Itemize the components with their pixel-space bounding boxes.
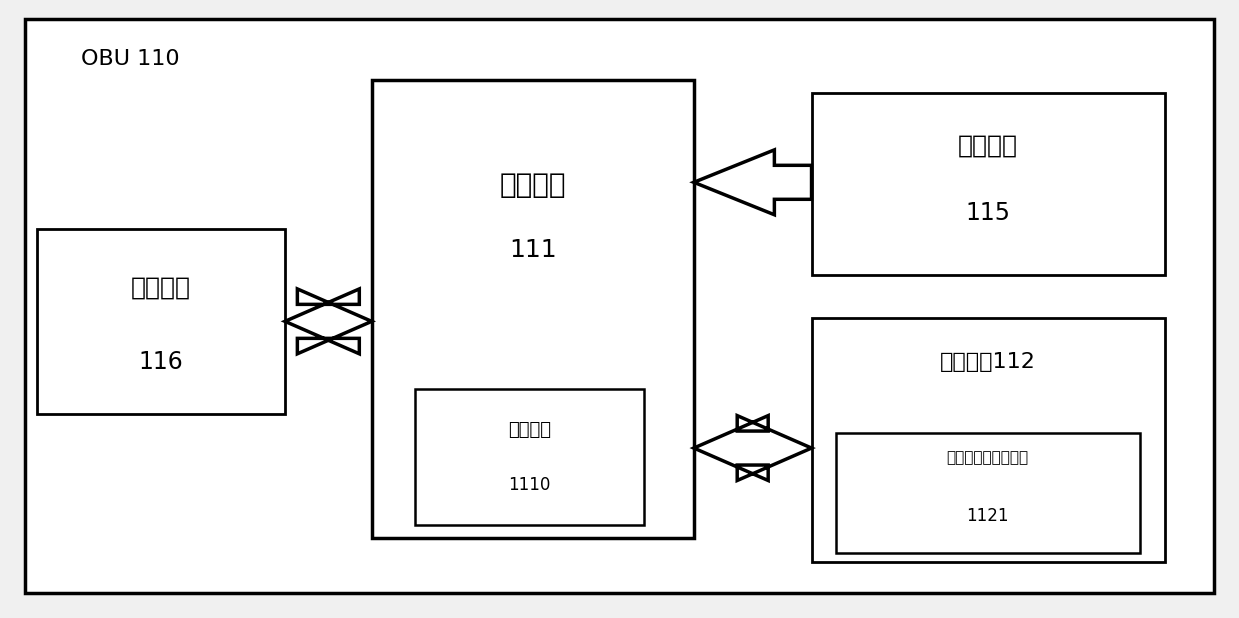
Text: 1121: 1121 bbox=[966, 507, 1009, 525]
Text: 存储单元: 存储单元 bbox=[508, 420, 551, 439]
Text: 115: 115 bbox=[965, 201, 1010, 225]
Text: 收发模块112: 收发模块112 bbox=[939, 352, 1036, 371]
Bar bbox=[415, 389, 644, 525]
Bar bbox=[372, 80, 694, 538]
Text: 信号强度値检测单元: 信号强度値检测单元 bbox=[947, 450, 1028, 465]
Text: OBU 110: OBU 110 bbox=[81, 49, 180, 69]
Bar bbox=[37, 229, 285, 414]
Text: 1110: 1110 bbox=[508, 476, 551, 494]
Bar bbox=[812, 93, 1165, 275]
Bar bbox=[836, 433, 1140, 553]
Text: 111: 111 bbox=[509, 239, 556, 262]
Polygon shape bbox=[285, 289, 372, 353]
Bar bbox=[812, 318, 1165, 562]
Polygon shape bbox=[694, 150, 812, 215]
Text: 主控模块: 主控模块 bbox=[499, 171, 566, 200]
Text: 校准模块: 校准模块 bbox=[131, 276, 191, 299]
Polygon shape bbox=[694, 415, 812, 481]
Text: 唤醒模块: 唤醒模块 bbox=[958, 133, 1017, 157]
Text: 116: 116 bbox=[139, 350, 183, 373]
